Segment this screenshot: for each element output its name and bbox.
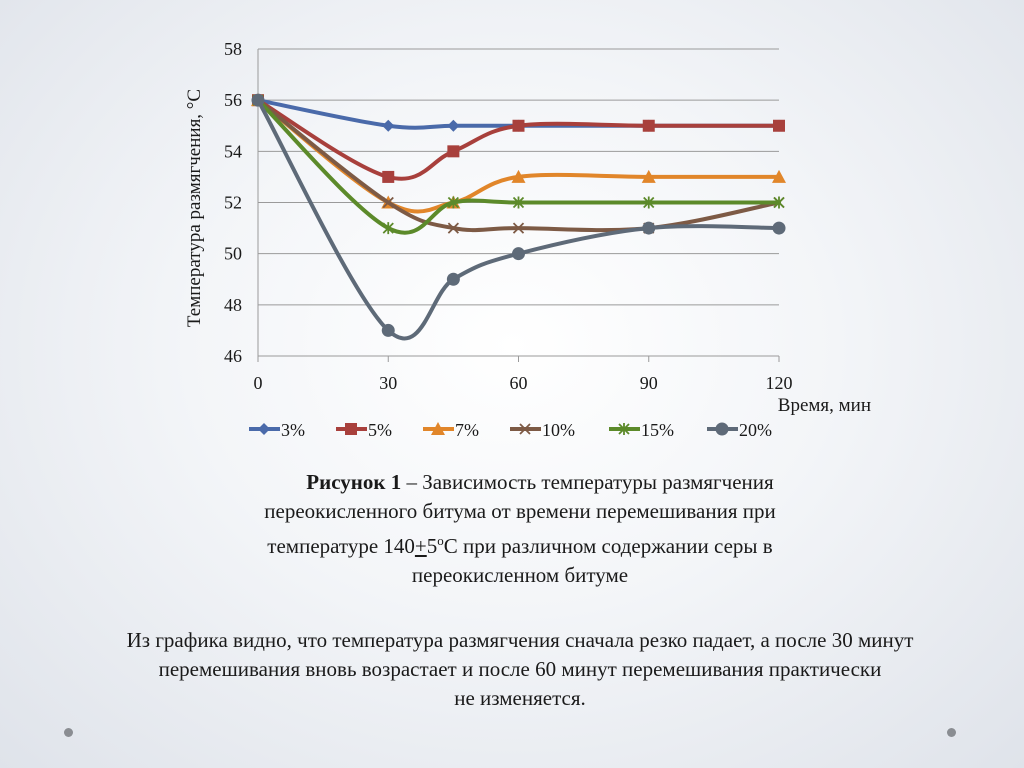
series-line xyxy=(256,98,781,181)
decor-dot-left xyxy=(64,728,73,737)
legend-label: 7% xyxy=(455,420,479,440)
figure-caption: Рисунок 1 – Зависимость температуры разм… xyxy=(190,468,850,590)
conclusion-text: Из графика видно, что температура размяг… xyxy=(20,626,1020,713)
grid xyxy=(257,48,780,362)
x-tick-labels: 0 30 60 90 120 xyxy=(254,373,793,393)
legend-marker xyxy=(345,423,357,435)
data-point xyxy=(512,119,525,132)
legend-item: 7% xyxy=(423,420,479,440)
data-point xyxy=(773,119,785,132)
data-point xyxy=(382,119,395,132)
data-point xyxy=(382,196,394,209)
series-20% xyxy=(251,93,786,341)
caption-line-3c: С при различном содержании серы в xyxy=(443,534,773,558)
data-point xyxy=(511,169,526,183)
data-point xyxy=(447,222,460,234)
legend-item: 5% xyxy=(336,420,392,440)
data-point xyxy=(641,169,656,183)
legend-item: 20% xyxy=(707,420,772,440)
y-tick-label: 54 xyxy=(224,141,242,161)
data-point xyxy=(512,196,525,209)
legend-marker xyxy=(258,423,270,435)
data-point xyxy=(642,221,656,235)
data-point xyxy=(447,119,460,132)
series-line xyxy=(256,98,781,341)
data-point xyxy=(381,323,395,337)
x-tick-label: 0 xyxy=(254,373,263,393)
data-point xyxy=(447,196,460,209)
y-tick-label: 48 xyxy=(224,295,242,315)
y-tick-label: 52 xyxy=(224,193,242,213)
decor-dot-right xyxy=(947,728,956,737)
y-axis-label: Температура размягчения, °С xyxy=(184,89,205,327)
legend-label: 20% xyxy=(739,420,772,440)
caption-figure-number: Рисунок 1 xyxy=(306,470,402,494)
legend-marker xyxy=(519,423,531,435)
conclusion-line-1: Из графика видно, что температура размяг… xyxy=(126,628,914,652)
legend-marker xyxy=(431,422,445,435)
caption-line-3a: температуре 140 xyxy=(267,534,415,558)
series-line xyxy=(256,98,781,235)
data-point xyxy=(447,145,460,158)
y-tick-label: 46 xyxy=(224,346,242,366)
series-7% xyxy=(251,93,786,214)
data-point xyxy=(382,170,395,183)
data-point xyxy=(251,93,265,107)
data-point xyxy=(772,221,786,235)
x-tick-label: 30 xyxy=(379,373,397,393)
series xyxy=(251,93,786,341)
legend-label: 10% xyxy=(542,420,575,440)
caption-line-4: переокисленном битуме xyxy=(411,563,629,587)
series-5% xyxy=(252,94,785,183)
y-tick-label: 50 xyxy=(224,244,242,264)
x-tick-label: 60 xyxy=(510,373,528,393)
y-tick-label: 58 xyxy=(224,39,242,59)
caption-line-1: – Зависимость температуры размягчения xyxy=(401,470,774,494)
data-point xyxy=(772,169,786,183)
legend-item: 10% xyxy=(510,420,575,440)
caption-line-3b: 5 xyxy=(426,534,438,558)
data-point xyxy=(382,222,394,235)
y-tick-labels: 46 48 50 52 54 56 58 xyxy=(224,39,242,366)
y-tick-label: 56 xyxy=(224,90,242,110)
x-axis-label: Время, мин xyxy=(778,395,871,416)
line-chart: 46 48 50 52 54 56 58 0 30 60 90 120 Температура ра… xyxy=(184,39,871,440)
data-point xyxy=(446,272,460,286)
data-point xyxy=(512,222,525,234)
caption-plus-minus: + xyxy=(414,534,427,558)
series-line xyxy=(256,98,781,233)
x-tick-label: 120 xyxy=(766,373,793,393)
data-point xyxy=(773,196,785,209)
data-point xyxy=(643,196,655,209)
legend-item: 3% xyxy=(249,420,305,440)
legend-label: 3% xyxy=(281,420,305,440)
caption-degree: о xyxy=(437,533,444,548)
legend-item: 15% xyxy=(609,420,674,440)
legend-marker xyxy=(618,423,630,435)
legend-label: 15% xyxy=(641,420,674,440)
data-point xyxy=(642,119,655,132)
caption-line-2: переокисленного битума от времени переме… xyxy=(264,499,776,523)
legend-label: 5% xyxy=(368,420,392,440)
legend: 3% 5% 7% 10% 15% 20% xyxy=(249,420,772,440)
conclusion-line-2: перемешивания вновь возрастает и после 6… xyxy=(158,657,882,681)
data-point xyxy=(512,247,525,261)
conclusion-line-3: не изменяется. xyxy=(454,686,586,710)
x-tick-label: 90 xyxy=(640,373,658,393)
legend-marker xyxy=(715,422,729,436)
